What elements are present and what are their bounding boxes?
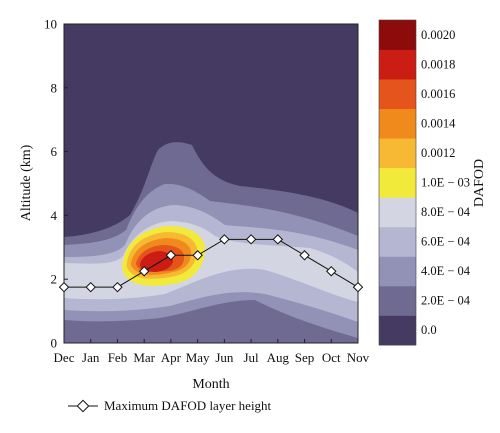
colorbar: 0.0 2.0E − 04 4.0E − 04 6.0E − 04 8.0E − 04 1… — [379, 20, 471, 346]
y-axis: 0 2 4 6 8 10 — [44, 17, 68, 351]
series-point — [138, 265, 150, 277]
colorbar-swatch — [379, 315, 416, 346]
x-tick-label: Oct — [322, 350, 341, 365]
series-point — [112, 281, 123, 293]
y-tick-label: 8 — [51, 80, 58, 95]
colorbar-swatch — [379, 108, 416, 139]
series-point — [219, 234, 230, 245]
series-point — [326, 265, 337, 277]
y-tick-label: 6 — [51, 144, 58, 159]
x-axis-title: Month — [192, 377, 229, 392]
colorbar-tick-label: 0.0018 — [421, 57, 455, 71]
series-point — [58, 281, 70, 293]
legend: Maximum DAFOD layer height — [68, 398, 272, 413]
colorbar-swatch — [379, 197, 416, 228]
colorbar-swatch — [379, 79, 416, 110]
series-point — [192, 250, 203, 261]
colorbar-swatch — [379, 226, 416, 257]
contour-level-9 — [140, 251, 173, 272]
y-tick-label: 4 — [51, 208, 58, 223]
colorbar-swatch — [379, 20, 416, 50]
colorbar-swatch — [379, 285, 416, 316]
x-tick-label: Jan — [82, 350, 100, 365]
series-point — [85, 281, 96, 293]
max-dafod-height-markers — [58, 234, 364, 293]
x-tick-label: Jun — [215, 350, 234, 365]
colorbar-swatch — [379, 167, 416, 198]
series-point — [299, 250, 310, 261]
colorbar-swatch — [379, 256, 416, 287]
y-tick-label: 2 — [51, 272, 58, 287]
x-tick-label: May — [186, 350, 210, 365]
series-point — [272, 234, 284, 245]
y-tick-label: 0 — [51, 336, 58, 351]
y-axis-title: Altitude (km) — [19, 144, 34, 221]
colorbar-title: DAFOD — [472, 159, 487, 207]
x-tick-label: Apr — [161, 350, 182, 365]
x-axis: Dec Jan Feb Mar Apr May Jun Jul Aug Sep Oct Nov — [54, 339, 370, 365]
legend-diamond-symbol — [76, 399, 90, 413]
colorbar-tick-label: 0.0016 — [421, 87, 455, 101]
x-tick-label: Feb — [108, 350, 128, 365]
colorbar-frame — [378, 19, 417, 346]
x-tick-label: Mar — [133, 350, 155, 365]
colorbar-tick-label: 6.0E − 04 — [421, 235, 471, 249]
x-tick-label: Nov — [347, 350, 370, 365]
series-point — [352, 281, 364, 293]
colorbar-tick-label: 0.0014 — [421, 116, 456, 130]
colorbar-tick-label: 8.0E − 04 — [421, 205, 471, 219]
x-tick-label: Sep — [295, 350, 315, 365]
colorbar-tick-label: 4.0E − 04 — [421, 264, 471, 278]
colorbar-swatch — [379, 49, 416, 80]
colorbar-tick-label: 2.0E − 04 — [421, 294, 471, 308]
x-tick-label: Dec — [54, 350, 75, 365]
colorbar-swatch — [379, 138, 416, 169]
colorbar-tick-label: 1.0E − 03 — [421, 176, 470, 190]
series-point — [245, 234, 257, 245]
legend-label: Maximum DAFOD layer height — [104, 398, 272, 413]
series-point — [165, 250, 177, 261]
colorbar-tick-label: 0.0012 — [421, 146, 455, 160]
x-tick-label: Jul — [244, 350, 260, 365]
plot-frame — [63, 23, 359, 344]
y-tick-label: 10 — [44, 17, 57, 32]
colorbar-tick-label: 0.0020 — [421, 28, 455, 42]
contour-field — [64, 24, 358, 343]
colorbar-tick-label: 0.0 — [421, 323, 437, 337]
x-tick-label: Aug — [267, 350, 290, 365]
